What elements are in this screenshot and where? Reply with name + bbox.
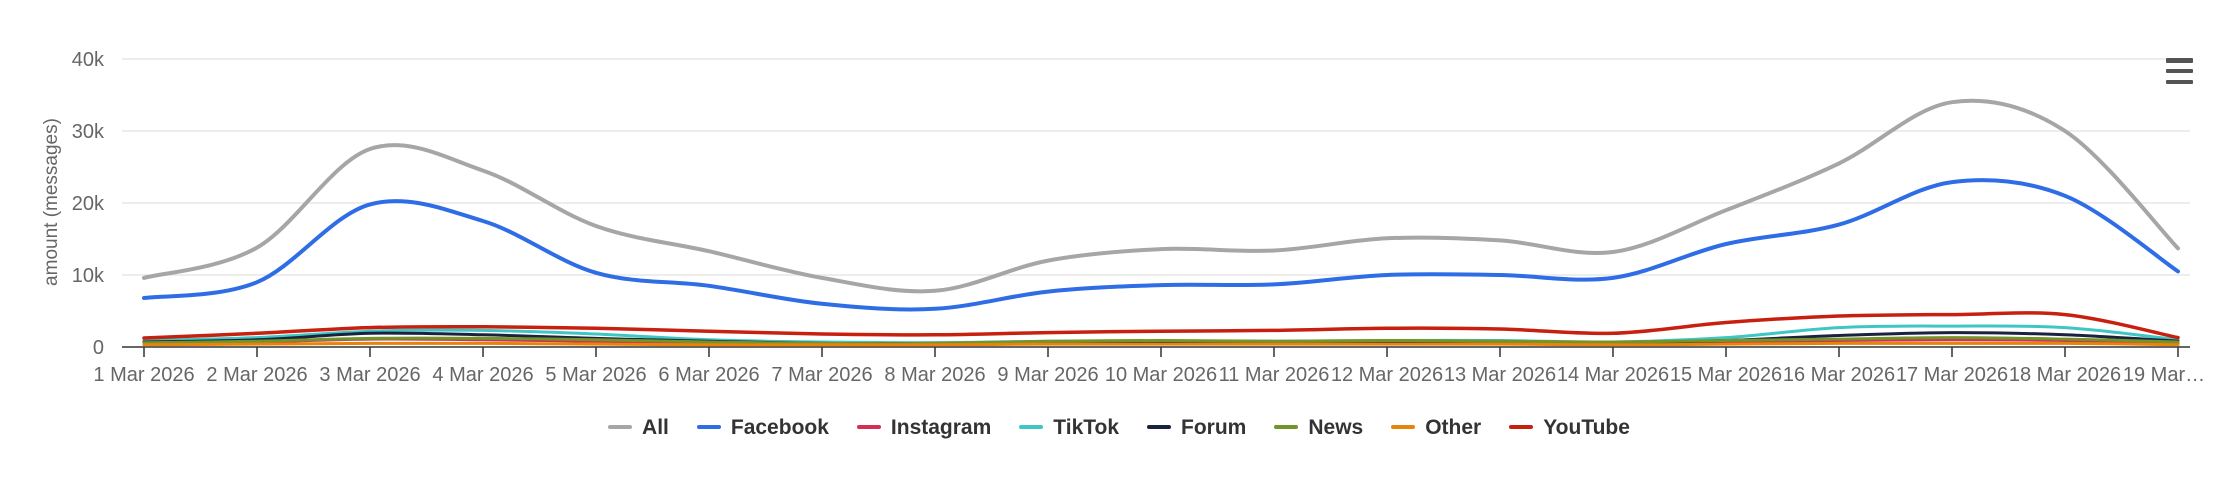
hamburger-menu-icon xyxy=(2166,68,2193,74)
x-axis-label: 9 Mar 2026 xyxy=(997,364,1098,386)
legend-label: Facebook xyxy=(730,415,829,439)
hamburger-menu-icon xyxy=(2166,58,2193,63)
x-axis-label: 13 Mar 2026 xyxy=(1444,364,1556,386)
series-line-all[interactable] xyxy=(142,98,2180,294)
x-axis-label: 3 Mar 2026 xyxy=(319,364,420,386)
legend-swatch-other xyxy=(1391,425,1416,429)
legend-swatch-instagram xyxy=(856,425,881,429)
x-axis-label: 14 Mar 2026 xyxy=(1557,364,1669,386)
x-axis-label: 19 Mar… xyxy=(2123,364,2205,386)
x-axis-label: 18 Mar 2026 xyxy=(2009,364,2121,386)
legend-label: Forum xyxy=(1181,415,1247,439)
legend-label: All xyxy=(642,415,669,439)
legend-swatch-facebook xyxy=(696,425,721,429)
series-line-youtube[interactable] xyxy=(142,311,2180,340)
legend-item-instagram[interactable]: Instagram xyxy=(856,415,992,439)
series-line-facebook[interactable] xyxy=(142,178,2180,312)
y-axis-label: 0 xyxy=(93,337,104,359)
legend-label: TikTok xyxy=(1053,415,1120,439)
x-axis-label: 15 Mar 2026 xyxy=(1670,364,1782,386)
x-axis-label: 7 Mar 2026 xyxy=(771,364,872,386)
legend-item-other[interactable]: Other xyxy=(1391,417,1481,438)
x-axis-label: 12 Mar 2026 xyxy=(1331,364,1443,386)
y-axis-label: 20k xyxy=(72,193,105,215)
series-line-news[interactable] xyxy=(142,336,2180,346)
x-axis-label: 6 Mar 2026 xyxy=(658,364,759,386)
x-axis-label: 5 Mar 2026 xyxy=(545,364,646,386)
legend-swatch-all xyxy=(608,425,633,429)
legend-label: Instagram xyxy=(890,415,992,439)
chart-context-menu-button[interactable] xyxy=(2166,58,2194,84)
y-axis-label: 30k xyxy=(72,121,105,143)
legend-label: News xyxy=(1308,415,1364,439)
legend-item-tiktok[interactable]: TikTok xyxy=(1019,417,1119,438)
legend-item-news[interactable]: News xyxy=(1274,417,1363,438)
hamburger-menu-icon xyxy=(2166,79,2193,84)
y-axis-title: amount (messages) xyxy=(41,118,62,286)
y-axis-label: 10k xyxy=(72,265,105,287)
x-axis-label: 8 Mar 2026 xyxy=(884,364,985,386)
legend-swatch-forum xyxy=(1147,425,1172,429)
x-axis-label: 16 Mar 2026 xyxy=(1783,364,1895,386)
legend-swatch-tiktok xyxy=(1019,425,1044,429)
legend-item-all[interactable]: All xyxy=(608,417,669,438)
legend-item-forum[interactable]: Forum xyxy=(1147,417,1246,438)
legend-label: Other xyxy=(1425,415,1482,439)
series-line-other[interactable] xyxy=(142,341,2180,347)
legend-item-facebook[interactable]: Facebook xyxy=(696,415,829,439)
legend-swatch-youtube xyxy=(1509,425,1534,429)
x-axis-label: 1 Mar 2026 xyxy=(93,364,194,386)
legend-item-youtube[interactable]: YouTube xyxy=(1509,417,1630,438)
legend-label: YouTube xyxy=(1543,415,1630,439)
x-axis-label: 17 Mar 2026 xyxy=(1896,364,2008,386)
y-axis-label: 40k xyxy=(72,49,105,71)
x-axis-label: 10 Mar 2026 xyxy=(1105,364,1217,386)
chart-legend: All Facebook Instagram TikTok Forum News Other… xyxy=(0,413,2238,441)
x-axis-label: 11 Mar 2026 xyxy=(1219,364,1330,386)
x-axis-label: 4 Mar 2026 xyxy=(432,364,533,386)
x-axis-label: 2 Mar 2026 xyxy=(206,364,307,386)
legend-swatch-news xyxy=(1274,425,1299,429)
